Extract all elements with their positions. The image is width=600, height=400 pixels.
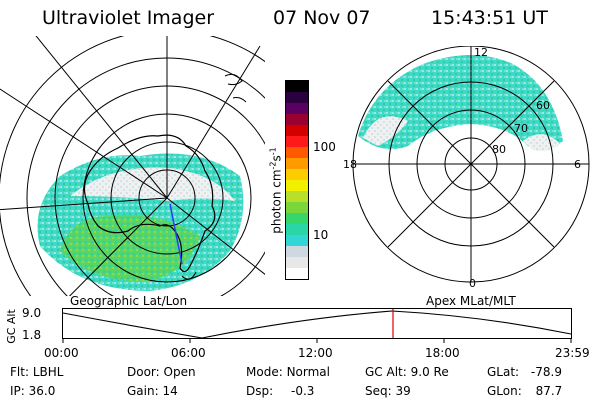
coastline <box>83 134 216 273</box>
colorbar-swatch <box>286 103 308 114</box>
colorbar-swatch <box>286 147 308 158</box>
colorbar-swatch <box>286 246 308 257</box>
mlt-label-18: 18 <box>343 158 357 171</box>
info-ip: IP: 36.0 <box>10 384 56 398</box>
info-mode: Mode: Normal <box>246 365 330 379</box>
mlt-label-6: 6 <box>574 158 581 171</box>
mlat-label-70: 70 <box>514 122 528 135</box>
altitude-ytick-min: 1.8 <box>22 328 42 342</box>
info-dsp: Dsp: -0.3 <box>246 384 315 398</box>
mlat-label-60: 60 <box>536 99 550 112</box>
colorbar-swatch <box>286 202 308 213</box>
colorbar-swatch <box>286 191 308 202</box>
altitude-ytick-max: 9.0 <box>22 306 42 320</box>
colorbar-swatch <box>286 169 308 180</box>
info-glat: GLat: -78.9 <box>487 365 562 379</box>
geographic-map <box>0 36 265 296</box>
xtick-2359: 23:59 <box>555 346 590 360</box>
info-glon: GLon: 87.7 <box>487 384 563 398</box>
colorbar-swatch <box>286 81 308 92</box>
colorbar-swatch <box>286 92 308 103</box>
colorbar-swatch <box>286 235 308 246</box>
info-seq: Seq: 39 <box>365 384 411 398</box>
colorbar-unit-label: photon cm-2s-1 <box>268 147 284 234</box>
colorbar <box>285 80 309 280</box>
xtick-1200: 12:00 <box>298 346 333 360</box>
colorbar-swatch <box>286 158 308 169</box>
xtick-0000: 00:00 <box>44 346 79 360</box>
xtick-1800: 18:00 <box>425 346 460 360</box>
altitude-plot <box>62 308 572 343</box>
date-label: 07 Nov 07 <box>273 7 371 29</box>
colorbar-swatch <box>286 257 308 268</box>
time-label: 15:43:51 UT <box>431 7 548 29</box>
colorbar-swatch <box>286 114 308 125</box>
colorbar-tick-100: 100 <box>313 140 336 154</box>
info-gc-alt: GC Alt: 9.0 Re <box>365 365 449 379</box>
colorbar-swatch <box>286 125 308 136</box>
mlat-label-80: 80 <box>492 143 506 156</box>
altitude-curve <box>62 310 572 339</box>
info-flt: Flt: LBHL <box>10 365 64 379</box>
emission-region-mid <box>60 215 200 282</box>
colorbar-swatch <box>286 224 308 235</box>
left-map-caption: Geographic Lat/Lon <box>70 294 188 308</box>
mlt-label-12: 12 <box>474 46 488 59</box>
spacecraft-track <box>169 203 183 265</box>
info-door: Door: Open <box>127 365 196 379</box>
altitude-ylabel: GC Alt <box>4 309 18 344</box>
app-title: Ultraviolet Imager <box>42 7 215 29</box>
right-map-caption: Apex MLat/MLT <box>426 294 516 308</box>
colorbar-swatch <box>286 180 308 191</box>
colorbar-swatch <box>286 136 308 147</box>
xtick-0600: 06:00 <box>171 346 206 360</box>
colorbar-swatch <box>286 268 308 279</box>
colorbar-swatch <box>286 213 308 224</box>
colorbar-tick-10: 10 <box>313 228 329 242</box>
mlt-label-0: 0 <box>469 277 476 288</box>
auroral-oval <box>358 55 563 150</box>
magnetic-map: 12 18 6 0 60 70 80 <box>343 46 590 288</box>
info-gain: Gain: 14 <box>127 384 178 398</box>
